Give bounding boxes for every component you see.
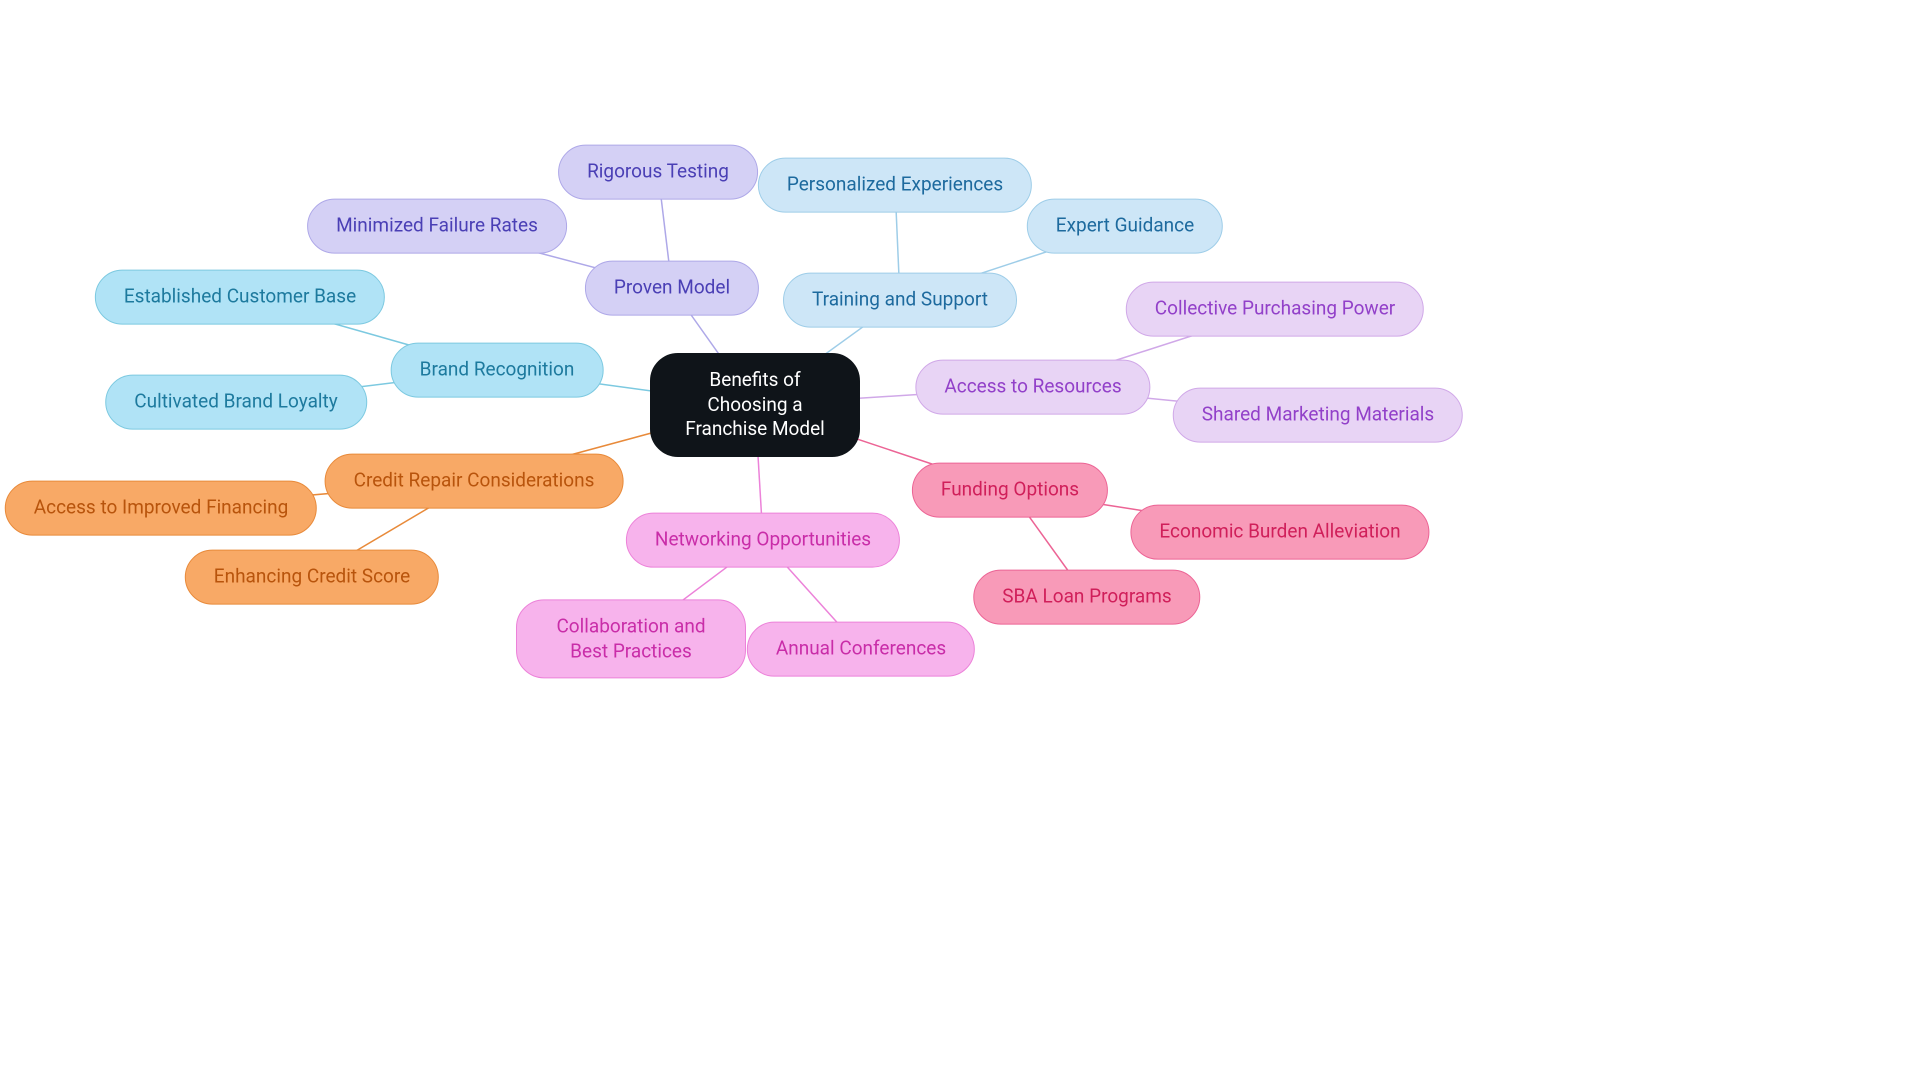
node-funding: Funding Options — [912, 463, 1108, 518]
node-credit: Credit Repair Considerations — [325, 454, 624, 509]
node-minfail: Minimized Failure Rates — [307, 199, 567, 254]
node-training: Training and Support — [783, 273, 1017, 328]
node-brand: Brand Recognition — [391, 343, 604, 398]
node-sharedmkt: Shared Marketing Materials — [1173, 388, 1463, 443]
node-expert: Expert Guidance — [1027, 199, 1223, 254]
node-network: Networking Opportunities — [626, 513, 900, 568]
node-personalized: Personalized Experiences — [758, 158, 1032, 213]
node-resources: Access to Resources — [915, 360, 1150, 415]
node-custbase: Established Customer Base — [95, 270, 385, 325]
node-enhscore: Enhancing Credit Score — [185, 550, 439, 605]
node-improvfin: Access to Improved Financing — [5, 481, 317, 536]
node-sba: SBA Loan Programs — [973, 570, 1200, 625]
node-annconf: Annual Conferences — [747, 622, 975, 677]
node-rigorous: Rigorous Testing — [558, 145, 758, 200]
node-collab: Collaboration and Best Practices — [516, 599, 746, 678]
node-collpurch: Collective Purchasing Power — [1126, 282, 1424, 337]
node-econburden: Economic Burden Alleviation — [1130, 505, 1429, 560]
node-loyalty: Cultivated Brand Loyalty — [105, 375, 367, 430]
node-proven: Proven Model — [585, 261, 759, 316]
node-center: Benefits of Choosing a Franchise Model — [650, 353, 860, 457]
